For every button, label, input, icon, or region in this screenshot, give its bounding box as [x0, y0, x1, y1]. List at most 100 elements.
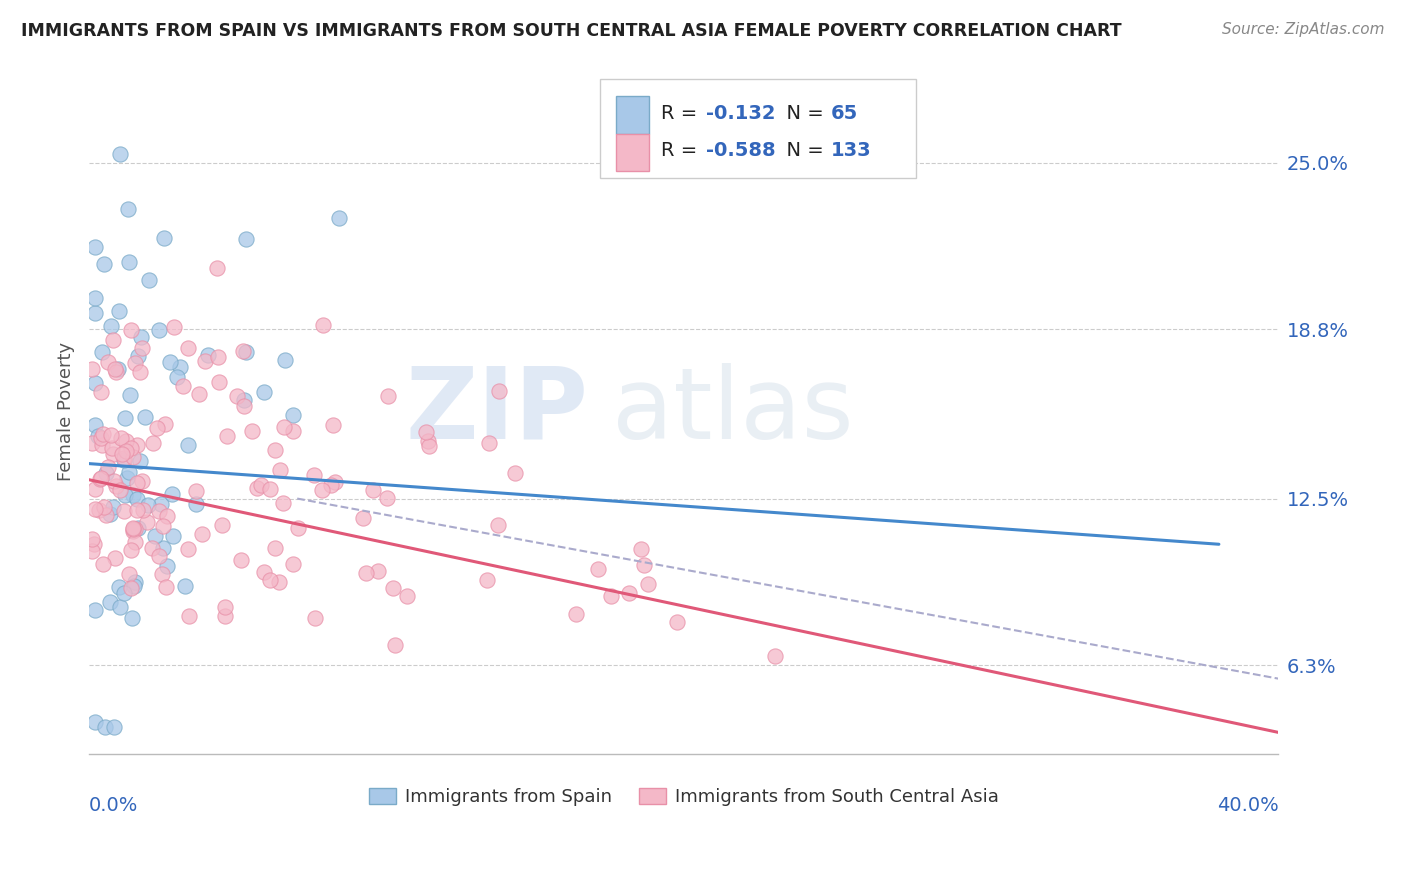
Point [103, 447, 125, 461]
Point [205, 261, 228, 276]
Point [148, 549, 170, 563]
Point [120, 441, 142, 455]
Text: 40.0%: 40.0% [1216, 796, 1278, 814]
Text: ZIP: ZIP [406, 363, 589, 459]
Point [100, 319, 122, 334]
Point [150, 497, 173, 511]
Point [120, 322, 142, 336]
Point [172, 379, 194, 393]
Point [89, 472, 111, 486]
Point [93, 500, 115, 514]
Point [112, 504, 135, 518]
Point [150, 566, 173, 581]
Point [259, 573, 281, 587]
Point [617, 586, 640, 600]
Point [118, 567, 141, 582]
Point [129, 365, 152, 379]
Point [120, 388, 142, 402]
Point [87, 428, 110, 442]
Text: R =: R = [661, 141, 703, 161]
Point [600, 589, 623, 603]
Point [287, 521, 309, 535]
Point [377, 389, 399, 403]
Point [114, 410, 136, 425]
Point [143, 528, 166, 542]
Point [108, 303, 131, 318]
Point [91, 426, 114, 441]
Point [146, 421, 169, 435]
Point [363, 483, 385, 497]
Point [565, 607, 588, 621]
Point [118, 465, 141, 479]
Point [226, 389, 249, 403]
Point [108, 483, 131, 497]
Point [121, 521, 143, 535]
Text: Source: ZipAtlas.com: Source: ZipAtlas.com [1222, 22, 1385, 37]
Point [352, 510, 374, 524]
Point [124, 535, 146, 549]
Point [104, 479, 127, 493]
Point [127, 521, 149, 535]
Text: N =: N = [775, 103, 830, 122]
Point [100, 441, 122, 455]
Point [122, 522, 145, 536]
Point [253, 385, 276, 400]
Point [233, 393, 256, 408]
Point [488, 384, 510, 398]
Point [122, 450, 145, 464]
Point [214, 609, 236, 624]
Point [96, 354, 118, 368]
Point [80, 362, 103, 376]
Point [84, 291, 107, 305]
Point [166, 369, 188, 384]
Point [121, 610, 143, 624]
Point [80, 532, 103, 546]
Point [91, 557, 114, 571]
Point [129, 330, 152, 344]
Point [122, 524, 145, 539]
Point [90, 431, 112, 445]
Point [104, 362, 127, 376]
Point [97, 460, 120, 475]
Point [211, 518, 233, 533]
Point [115, 434, 138, 448]
Text: N =: N = [775, 141, 830, 161]
Point [328, 211, 350, 226]
Point [127, 491, 149, 506]
Point [416, 434, 439, 449]
Point [124, 574, 146, 589]
Point [115, 471, 138, 485]
Point [90, 384, 112, 399]
Point [91, 345, 114, 359]
Point [103, 500, 125, 514]
Point [214, 600, 236, 615]
Text: 0.0%: 0.0% [89, 796, 138, 814]
Point [155, 417, 177, 432]
Point [162, 529, 184, 543]
Point [107, 362, 129, 376]
Point [475, 573, 498, 587]
Point [322, 417, 344, 432]
Point [240, 424, 263, 438]
Point [115, 444, 138, 458]
Point [138, 273, 160, 287]
Point [155, 581, 177, 595]
Point [124, 522, 146, 536]
Point [194, 353, 217, 368]
Point [112, 585, 135, 599]
Point [246, 481, 269, 495]
Point [117, 202, 139, 216]
Point [384, 638, 406, 652]
Point [184, 484, 207, 499]
Point [110, 599, 132, 614]
Point [269, 463, 291, 477]
Point [122, 488, 145, 502]
Point [208, 375, 231, 389]
Point [124, 356, 146, 370]
Point [98, 595, 121, 609]
Point [112, 451, 135, 466]
Point [84, 240, 107, 254]
Point [87, 502, 110, 516]
Point [281, 557, 304, 571]
Point [105, 366, 128, 380]
